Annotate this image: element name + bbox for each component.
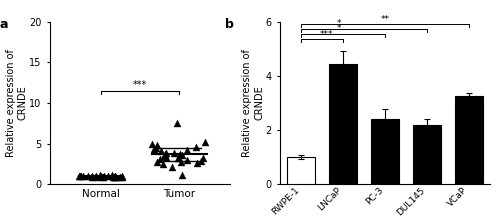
Bar	[288, 157, 314, 184]
Point	[192, 145, 200, 149]
Point	[76, 174, 84, 178]
Point	[183, 158, 191, 162]
Point	[100, 174, 108, 178]
Point	[176, 152, 184, 155]
Point	[148, 142, 156, 145]
Point	[178, 153, 186, 157]
Point	[157, 149, 165, 153]
Point	[84, 174, 92, 178]
Point	[92, 175, 100, 178]
Point	[111, 174, 119, 178]
Point	[194, 161, 202, 165]
Point	[111, 175, 119, 179]
Point	[76, 174, 84, 178]
Point	[116, 175, 124, 179]
Point	[153, 160, 161, 163]
Point	[178, 161, 186, 164]
Point	[174, 122, 182, 125]
Text: ***: ***	[320, 30, 333, 38]
Point	[162, 151, 170, 155]
Point	[104, 174, 112, 178]
Point	[156, 158, 164, 161]
Point	[110, 174, 118, 178]
Point	[98, 175, 106, 179]
Point	[96, 174, 104, 177]
Text: a: a	[0, 18, 8, 31]
Point	[160, 153, 168, 156]
Point	[88, 174, 96, 177]
Point	[118, 175, 126, 178]
Point	[110, 176, 118, 179]
Point	[96, 174, 104, 178]
Point	[88, 175, 96, 179]
Bar	[456, 96, 482, 184]
Point	[160, 162, 168, 166]
Bar	[414, 125, 440, 184]
Text: *: *	[336, 24, 341, 33]
Point	[92, 174, 100, 178]
Point	[174, 156, 182, 159]
Bar	[330, 64, 356, 184]
Point	[110, 175, 118, 178]
Point	[79, 174, 87, 178]
Point	[152, 146, 160, 150]
Point	[108, 176, 116, 179]
Point	[198, 157, 206, 160]
Point	[77, 174, 85, 178]
Point	[100, 175, 108, 179]
Point	[170, 151, 178, 155]
Bar	[372, 119, 398, 184]
Point	[178, 173, 186, 176]
Text: b: b	[226, 18, 234, 31]
Text: **: **	[380, 15, 390, 24]
Text: *: *	[336, 20, 341, 28]
Point	[150, 148, 158, 151]
Point	[183, 148, 191, 152]
Point	[118, 175, 126, 178]
Point	[153, 144, 161, 147]
Point	[168, 165, 176, 168]
Text: ***: ***	[133, 80, 147, 90]
Point	[108, 174, 116, 177]
Point	[201, 140, 209, 144]
Y-axis label: Relative expression of
CRNDE: Relative expression of CRNDE	[6, 49, 28, 157]
Point	[160, 154, 168, 158]
Y-axis label: Relative expression of
CRNDE: Relative expression of CRNDE	[242, 49, 264, 157]
Point	[162, 155, 170, 158]
Point	[197, 159, 205, 163]
